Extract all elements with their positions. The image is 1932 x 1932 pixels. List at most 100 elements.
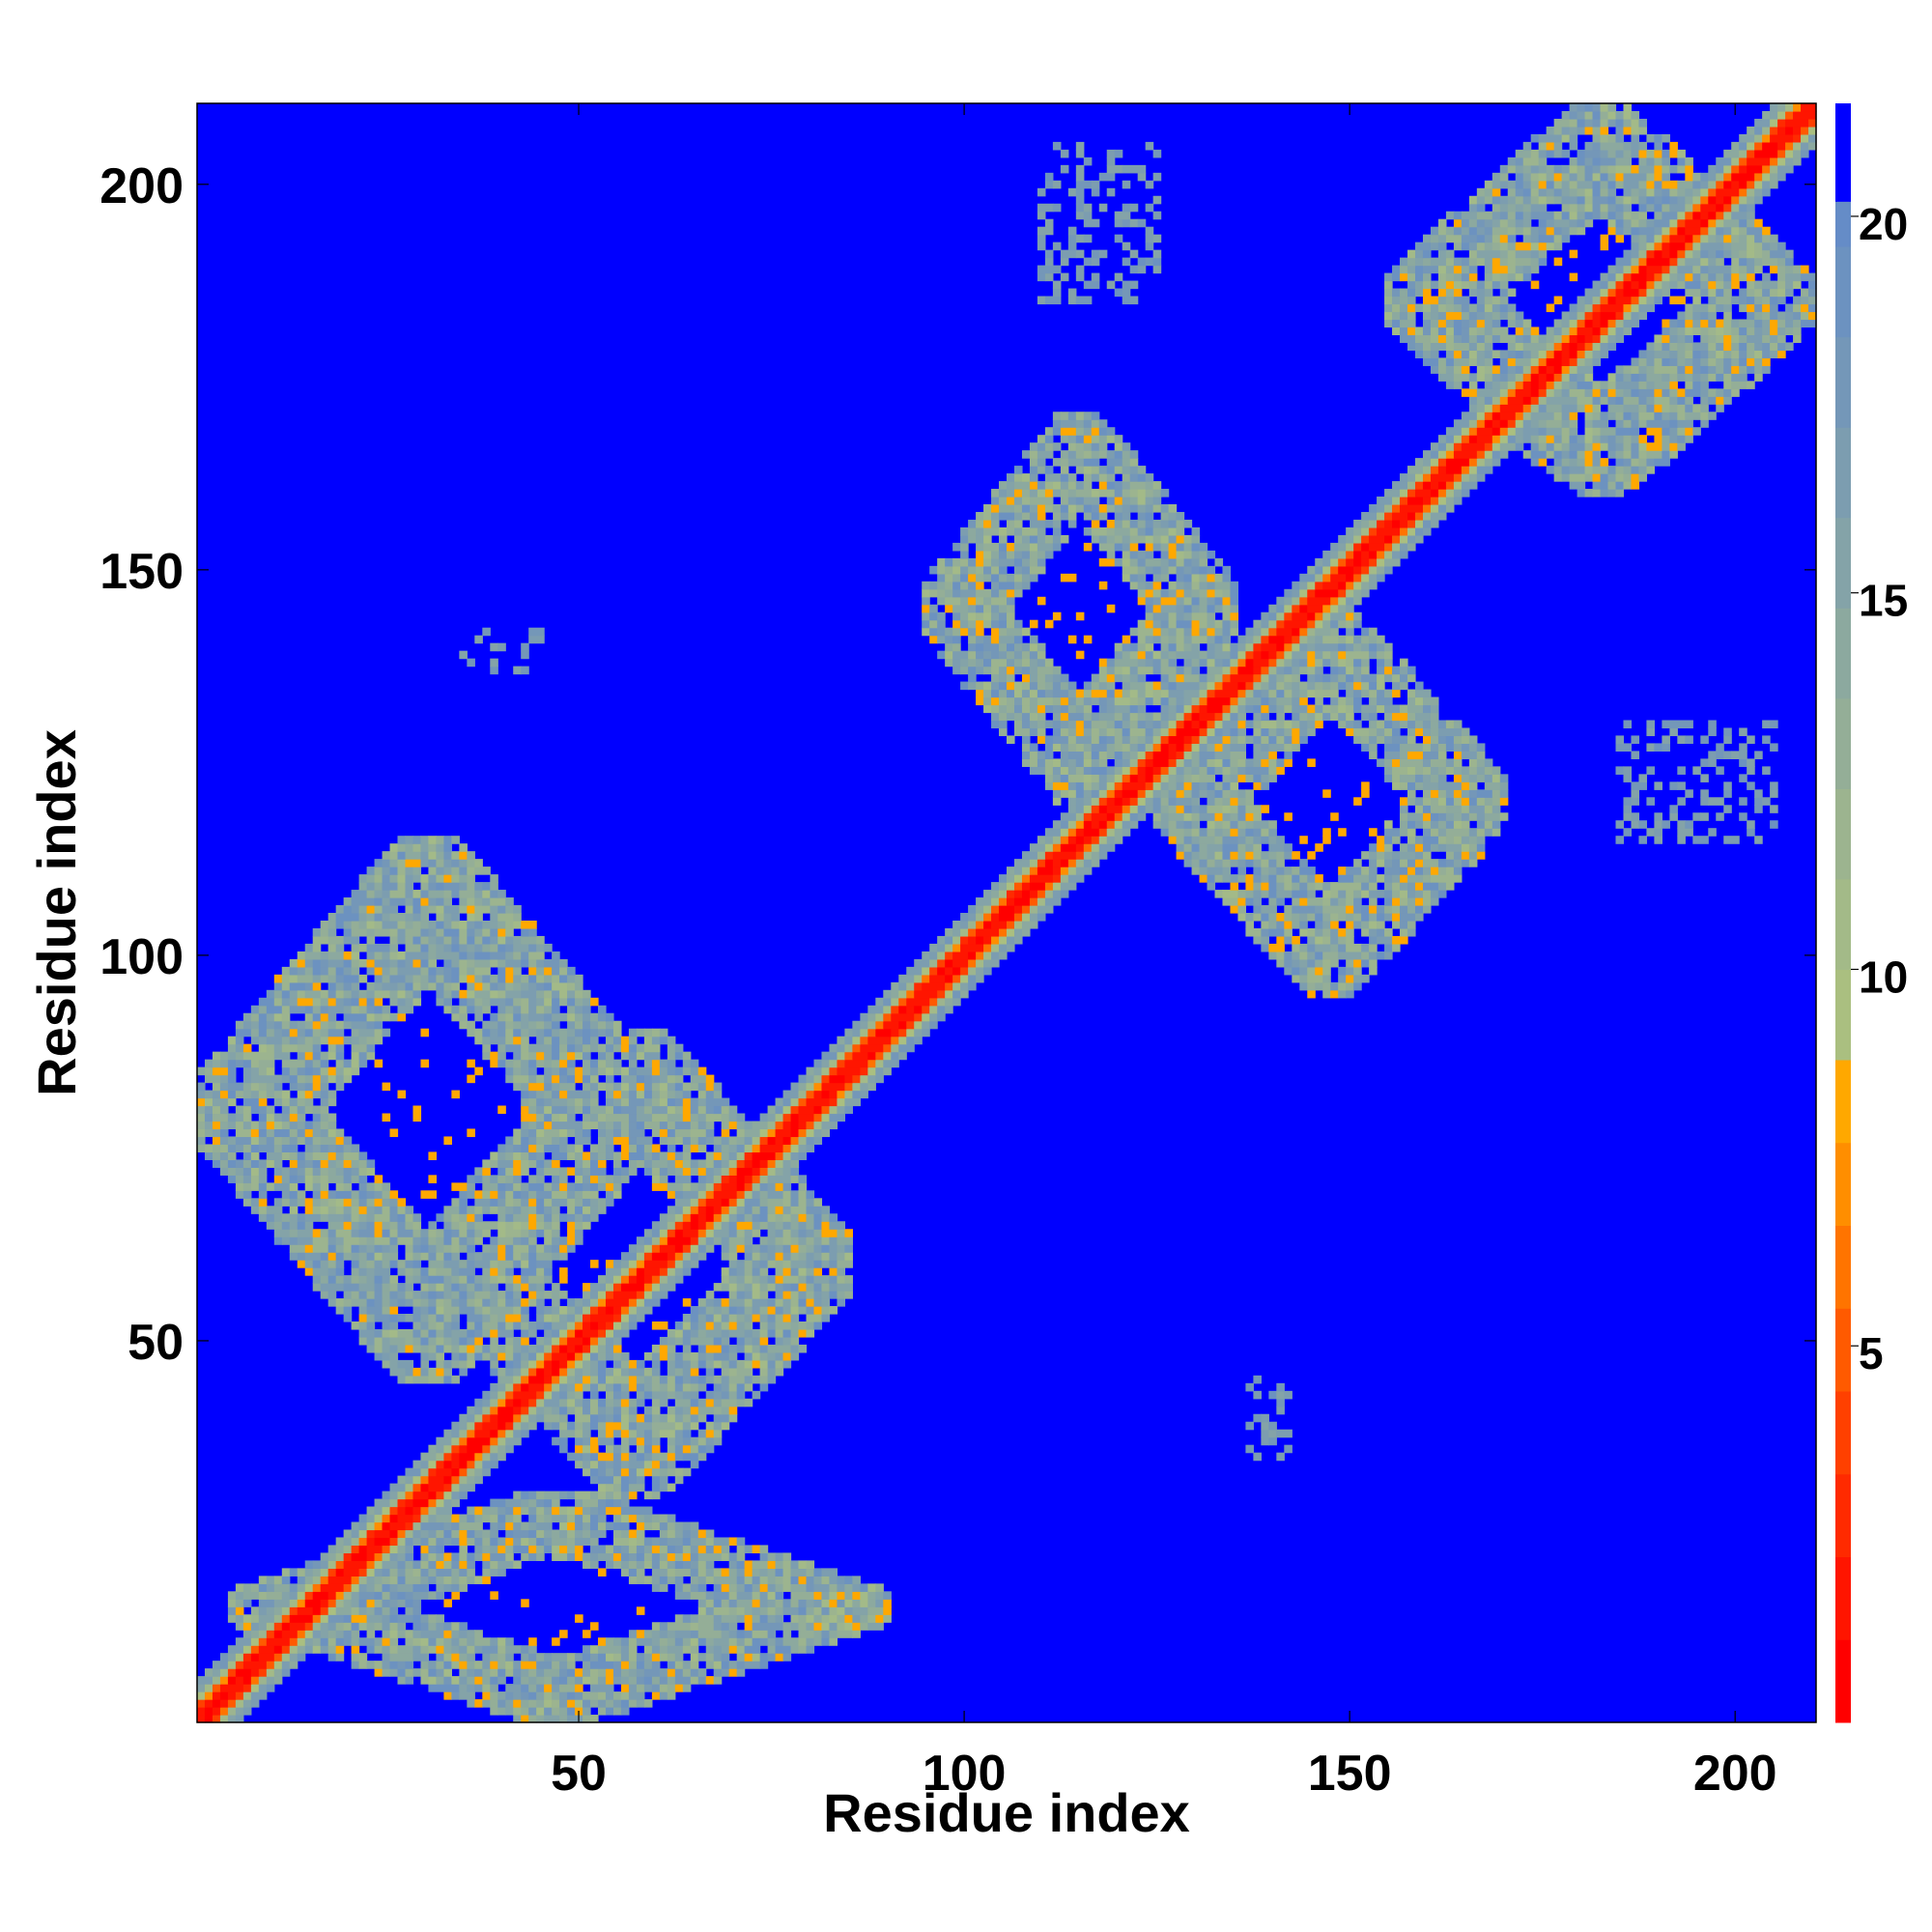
- heatmap-cell: [674, 1351, 684, 1361]
- heatmap-cell: [651, 1406, 661, 1415]
- heatmap-cell: [659, 1221, 668, 1230]
- heatmap-cell: [682, 1436, 692, 1446]
- heatmap-cell: [605, 1413, 614, 1423]
- heatmap-cell: [759, 1291, 769, 1299]
- heatmap-cell: [436, 1306, 444, 1315]
- heatmap-cell: [620, 1043, 630, 1053]
- heatmap-cell: [474, 1529, 483, 1539]
- heatmap-cell: [497, 1051, 506, 1061]
- heatmap-cell: [590, 1506, 599, 1516]
- heatmap-cell: [536, 1314, 545, 1322]
- heatmap-cell: [1261, 874, 1269, 883]
- heatmap-cell: [405, 974, 414, 983]
- heatmap-cell: [721, 1159, 730, 1168]
- heatmap-cell: [513, 1390, 537, 1400]
- heatmap-cell: [227, 1159, 237, 1168]
- heatmap-cell: [575, 981, 583, 991]
- heatmap-cell: [968, 981, 977, 991]
- heatmap-cell: [482, 1529, 491, 1539]
- heatmap-cell: [343, 1167, 353, 1176]
- heatmap-cell: [544, 1097, 553, 1107]
- heatmap-cell: [544, 1066, 553, 1076]
- heatmap-cell: [636, 1560, 645, 1569]
- heatmap-cell: [1392, 874, 1401, 883]
- heatmap-cell: [374, 1591, 384, 1600]
- heatmap-cell: [335, 1653, 345, 1662]
- heatmap-cell: [197, 1144, 206, 1153]
- heatmap-cell: [242, 1676, 252, 1685]
- heatmap-cell: [297, 997, 314, 1007]
- heatmap-cell: [697, 1359, 707, 1369]
- heatmap-cell: [312, 1645, 322, 1654]
- heatmap-cell: [405, 890, 414, 898]
- heatmap-cell: [999, 882, 1008, 891]
- heatmap-cell: [389, 1336, 407, 1346]
- heatmap-cell: [258, 1622, 268, 1631]
- heatmap-cell: [782, 1653, 792, 1662]
- heatmap-cell: [297, 1568, 306, 1577]
- heatmap-cell: [505, 1229, 522, 1237]
- heatmap-cell: [682, 1159, 692, 1168]
- heatmap-cell: [389, 897, 407, 906]
- heatmap-cell: [258, 1599, 275, 1607]
- heatmap-cell: [405, 927, 422, 937]
- heatmap-cell: [366, 1560, 376, 1569]
- heatmap-cell: [536, 1521, 553, 1531]
- heatmap-cell: [567, 1552, 576, 1561]
- heatmap-cell: [612, 1452, 622, 1462]
- heatmap-cell: [829, 1059, 838, 1068]
- heatmap-cell: [327, 974, 337, 983]
- heatmap-cell: [860, 1012, 868, 1022]
- heatmap-cell: [281, 1198, 291, 1207]
- heatmap-cell: [667, 1375, 676, 1384]
- heatmap-cell: [343, 1136, 353, 1146]
- heatmap-cell: [420, 1336, 430, 1346]
- heatmap-cell: [490, 1699, 498, 1708]
- heatmap-cell: [552, 1676, 560, 1685]
- heatmap-cell: [382, 1244, 391, 1253]
- heatmap-cell: [575, 1321, 583, 1330]
- heatmap-cell: [705, 1321, 715, 1330]
- heatmap-cell: [651, 1244, 661, 1253]
- heatmap-cell: [513, 1012, 522, 1022]
- heatmap-cell: [474, 1321, 483, 1330]
- heatmap-cell: [674, 1128, 692, 1138]
- heatmap-cell: [536, 1105, 545, 1115]
- heatmap-cell: [197, 1684, 206, 1692]
- heatmap-cell: [1261, 882, 1269, 891]
- heatmap-cell: [250, 1691, 268, 1700]
- heatmap-cell: [575, 1206, 583, 1214]
- heatmap-cell: [351, 1521, 360, 1531]
- heatmap-cell: [428, 1344, 438, 1353]
- heatmap-cell: [798, 1614, 808, 1623]
- heatmap-cell: [1284, 920, 1293, 929]
- heatmap-cell: [852, 1028, 861, 1037]
- heatmap-cell: [651, 1028, 661, 1037]
- heatmap-cell: [451, 1452, 460, 1462]
- heatmap-cell: [428, 1283, 438, 1292]
- heatmap-cell: [728, 1321, 738, 1330]
- heatmap-cell: [289, 1167, 298, 1176]
- heatmap-cell: [297, 1066, 306, 1076]
- heatmap-cell: [382, 905, 399, 914]
- heatmap-cell: [1067, 874, 1085, 883]
- heatmap-cell: [436, 874, 444, 883]
- heatmap-cell: [628, 1144, 638, 1153]
- heatmap-cell: [327, 1591, 337, 1600]
- heatmap-cell: [697, 1599, 707, 1607]
- heatmap-cell: [327, 989, 337, 999]
- heatmap-cell: [204, 1128, 213, 1138]
- heatmap-cell: [752, 1291, 761, 1299]
- heatmap-cell: [242, 1144, 252, 1153]
- heatmap-cell: [922, 951, 930, 960]
- heatmap-cell: [736, 1267, 746, 1276]
- heatmap-cell: [598, 1144, 607, 1153]
- heatmap-cell: [837, 1275, 845, 1284]
- heatmap-cell: [528, 1529, 537, 1539]
- heatmap-cell: [382, 1321, 391, 1330]
- heatmap-cell: [235, 1622, 244, 1631]
- heatmap-cell: [351, 1252, 360, 1261]
- heatmap-cell: [628, 1467, 638, 1477]
- heatmap-cell: [490, 974, 498, 983]
- heatmap-cell: [1414, 905, 1424, 914]
